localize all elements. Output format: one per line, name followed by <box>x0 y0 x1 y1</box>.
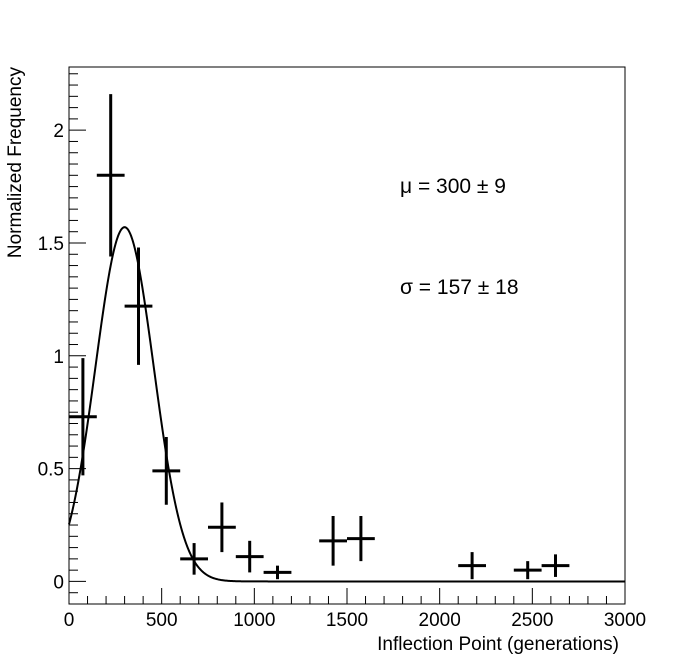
annotation-mu-symbol: μ <box>400 175 412 198</box>
y-axis-ticks <box>69 73 86 605</box>
x-tick-label: 0 <box>64 610 75 631</box>
x-tick-label: 500 <box>146 610 178 631</box>
annotation-sigma: σ = 157 ± 18 <box>400 276 519 299</box>
data-point <box>152 437 181 505</box>
x-tick-label: 1000 <box>233 610 275 631</box>
y-tick-label: 0.5 <box>38 460 64 481</box>
x-tick-label: 2500 <box>511 610 553 631</box>
annotation-mu: μ = 300 ± 9 <box>400 175 506 198</box>
annotation-sigma-symbol: σ <box>400 276 413 299</box>
y-tick-label: 1.5 <box>38 234 64 255</box>
data-point <box>319 516 347 566</box>
y-axis-label: Normalized Frequency <box>5 67 26 259</box>
data-point <box>69 358 97 476</box>
y-tick-label: 1 <box>53 347 64 368</box>
data-point <box>541 554 570 577</box>
x-tick-label: 1500 <box>326 610 368 631</box>
x-tick-label: 2000 <box>419 610 461 631</box>
x-tick-label: 3000 <box>604 610 646 631</box>
data-point <box>263 565 292 580</box>
x-axis-label: Inflection Point (generations) <box>377 634 619 655</box>
y-tick-label: 0 <box>53 572 64 593</box>
data-point <box>347 516 375 562</box>
data-point <box>513 561 542 580</box>
data-point <box>458 552 486 580</box>
plot-frame <box>68 66 626 605</box>
x-axis-ticks <box>68 588 626 604</box>
data-point <box>96 94 125 257</box>
data-point <box>235 540 264 573</box>
data-points <box>69 94 570 580</box>
data-point <box>124 247 153 365</box>
data-point <box>180 543 208 575</box>
annotation-mu-text: = 300 ± 9 <box>412 175 506 198</box>
y-tick-label: 2 <box>53 121 64 142</box>
gaussian-fit-curve <box>68 226 625 583</box>
x-axis-tick-labels: 0 500 1000 1500 2000 2500 3000 <box>64 610 646 631</box>
annotation-sigma-text: = 157 ± 18 <box>413 276 519 299</box>
data-point <box>208 502 236 553</box>
y-axis-tick-labels: 0 0.5 1 1.5 2 <box>38 121 64 593</box>
